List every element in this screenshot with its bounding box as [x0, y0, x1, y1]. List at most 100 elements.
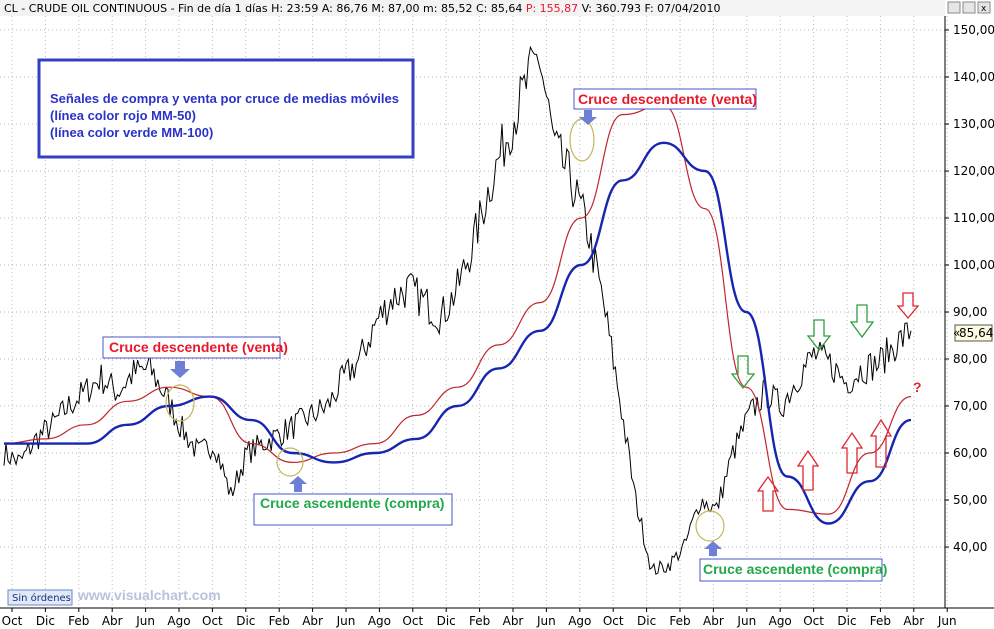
x-tick-label: Dic: [236, 614, 255, 628]
x-tick-label: Abr: [102, 614, 123, 628]
arrow-up-blue-2: [704, 541, 722, 556]
arrow-down-red-1: [896, 292, 920, 320]
minimize-icon[interactable]: [947, 1, 961, 14]
cross-circle-sell-1: [165, 384, 195, 422]
orders-button-label: Sin órdenes: [12, 592, 71, 604]
arrow-up-red-1: [756, 475, 780, 512]
y-tick-label: 90,00: [953, 305, 987, 319]
svg-text:«: «: [953, 326, 960, 340]
x-tick-label: Oct: [603, 614, 624, 628]
info-line-1: Señales de compra y venta por cruce de m…: [50, 91, 399, 106]
arrow-down-blue-2: [579, 110, 597, 125]
header-stat-5: P: 155,87: [526, 2, 582, 15]
x-tick-label: Oct: [803, 614, 824, 628]
x-tick-label: Dic: [637, 614, 656, 628]
x-tick-label: Ago: [167, 614, 190, 628]
window-controls: x: [947, 1, 991, 14]
arrow-down-blue-1: [170, 361, 190, 378]
arrow-up-blue-1: [289, 476, 307, 492]
x-tick-label: Jun: [336, 614, 356, 628]
header-stat-4: C: 85,64: [476, 2, 526, 15]
header-stat-0: H: 23:59: [271, 2, 322, 15]
arrow-down-green-2: [806, 319, 832, 352]
x-tick-label: Oct: [2, 614, 23, 628]
y-tick-label: 60,00: [953, 446, 987, 460]
y-tick-label: 150,00: [953, 23, 994, 37]
arrow-up-red-2: [796, 449, 820, 491]
y-tick-label: 80,00: [953, 352, 987, 366]
header-stat-2: M: 87,00: [371, 2, 423, 15]
x-tick-label: Jun: [736, 614, 756, 628]
x-tick-label: Feb: [870, 614, 891, 628]
y-tick-label: 140,00: [953, 70, 994, 84]
x-tick-label: Jun: [937, 614, 957, 628]
last-price-value: 85,64: [959, 326, 993, 340]
y-tick-label: 110,00: [953, 211, 994, 225]
arrow-down-green-3: [849, 304, 875, 339]
info-line-3: (línea color verde MM-100): [50, 125, 213, 140]
svg-text:x: x: [981, 4, 987, 14]
x-tick-label: Oct: [202, 614, 223, 628]
x-tick-label: Ago: [368, 614, 391, 628]
header-stat-6: V: 360.793: [582, 2, 645, 15]
arrow-up-red-3: [840, 431, 864, 474]
annotation-sell-1-label: Cruce descendente (venta): [109, 339, 288, 355]
x-tick-label: Feb: [68, 614, 89, 628]
restore-icon[interactable]: [962, 1, 976, 14]
close-icon[interactable]: [977, 1, 991, 14]
question-mark: ?: [913, 379, 922, 395]
x-tick-label: Jun: [536, 614, 556, 628]
x-tick-label: Ago: [769, 614, 792, 628]
last-price-tag: « 85,64: [953, 324, 993, 342]
x-tick-label: Feb: [269, 614, 290, 628]
x-tick-label: Dic: [437, 614, 456, 628]
x-tick-label: Oct: [402, 614, 423, 628]
x-tick-label: Abr: [302, 614, 323, 628]
x-tick-label: Ago: [568, 614, 591, 628]
annotation-sell-1: Cruce descendente (venta): [102, 336, 288, 359]
header-stat-1: A: 86,76: [322, 2, 372, 15]
x-tick-label: Dic: [837, 614, 856, 628]
x-tick-label: Abr: [903, 614, 924, 628]
header-stat-3: m: 85,52: [423, 2, 476, 15]
watermark: www.visualchart.com: [77, 587, 221, 603]
annotation-buy-2: Cruce ascendente (compra): [699, 558, 887, 582]
x-tick-label: Feb: [669, 614, 690, 628]
y-tick-label: 120,00: [953, 164, 994, 178]
header-stat-7: F: 07/04/2010: [644, 2, 720, 15]
orders-button[interactable]: Sin órdenes: [7, 589, 73, 606]
info-line-2: (línea color rojo MM-50): [50, 108, 196, 123]
x-tick-label: Feb: [469, 614, 490, 628]
info-box: Señales de compra y venta por cruce de m…: [37, 58, 415, 159]
annotation-sell-2-label: Cruce descendente (venta): [578, 91, 757, 107]
annotation-buy-2-label: Cruce ascendente (compra): [703, 561, 887, 577]
cross-circle-buy-2: [695, 510, 725, 542]
header-text: CL - CRUDE OIL CONTINUOUS - Fin de día 1…: [4, 2, 721, 15]
annotation-sell-2: Cruce descendente (venta): [573, 88, 757, 110]
x-tick-label: Dic: [36, 614, 55, 628]
x-tick-label: Jun: [135, 614, 155, 628]
y-tick-label: 130,00: [953, 117, 994, 131]
cross-circle-buy-1: [276, 447, 304, 477]
info-box-border: [37, 58, 415, 159]
series-layer: [3, 45, 912, 575]
ma100-line: [4, 141, 912, 525]
annotation-buy-1: Cruce ascendente (compra): [253, 493, 453, 526]
arrow-up-red-4: [869, 418, 893, 468]
arrow-down-green-1: [730, 355, 756, 390]
header-bar: [0, 0, 945, 16]
y-axis-ticks: 40,00 50,00 60,00 70,00 80,00 90,00 100,00 110,…: [945, 23, 994, 554]
y-tick-label: 50,00: [953, 493, 987, 507]
grid: [0, 16, 948, 608]
ma50-line: [3, 104, 912, 515]
y-tick-label: 100,00: [953, 258, 994, 272]
x-axis-ticks: Oct Dic Feb Abr Jun Ago Oct Dic Feb Abr Jun Ago Oct D…: [2, 608, 957, 628]
annotation-buy-1-label: Cruce ascendente (compra): [260, 495, 444, 511]
x-tick-label: Abr: [503, 614, 524, 628]
y-tick-label: 40,00: [953, 540, 987, 554]
header-symbol: CL - CRUDE OIL CONTINUOUS - Fin de día 1…: [4, 2, 271, 15]
x-tick-label: Abr: [703, 614, 724, 628]
y-tick-label: 70,00: [953, 399, 987, 413]
